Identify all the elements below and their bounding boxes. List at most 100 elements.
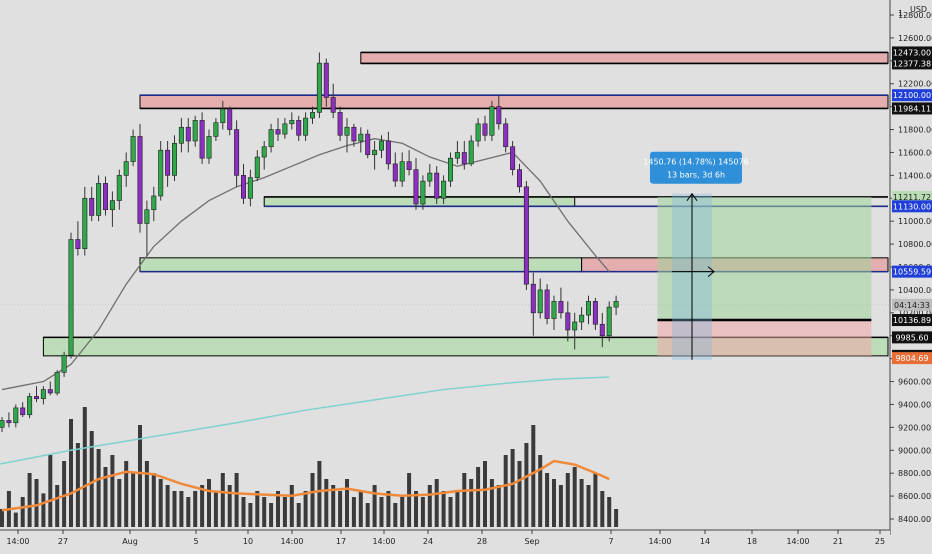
candle[interactable]	[413, 169, 419, 205]
candle[interactable]	[89, 197, 95, 216]
candle[interactable]	[158, 149, 164, 197]
candle[interactable]	[303, 117, 309, 136]
candle[interactable]	[296, 120, 302, 136]
candle[interactable]	[199, 120, 205, 159]
candle[interactable]	[206, 136, 212, 159]
candle[interactable]	[323, 62, 329, 98]
candle[interactable]	[523, 186, 529, 285]
candle[interactable]	[551, 301, 557, 319]
candle[interactable]	[351, 126, 357, 142]
candle[interactable]	[27, 396, 33, 416]
candle[interactable]	[399, 161, 405, 182]
candle[interactable]	[392, 163, 398, 182]
candle[interactable]	[358, 133, 364, 142]
candle[interactable]	[268, 129, 274, 148]
candle[interactable]	[54, 372, 60, 394]
candle[interactable]	[185, 126, 191, 142]
candle[interactable]	[475, 123, 481, 142]
candle[interactable]	[461, 152, 467, 165]
time-axis[interactable]: 14:00 27 Aug 5 10 14:00 17 14:00 24 28 Sep 7 14:00 14…	[0, 529, 890, 550]
candle[interactable]	[599, 323, 605, 337]
candle[interactable]	[365, 133, 371, 156]
measure-tool[interactable]: 1450.76 (14.78%) 145076 13 bars, 3d 6h	[643, 151, 749, 360]
candle[interactable]	[47, 389, 53, 394]
support-zone[interactable]	[139, 257, 583, 273]
candle[interactable]	[33, 396, 39, 400]
candle[interactable]	[289, 120, 295, 125]
candle[interactable]	[75, 239, 81, 249]
candle[interactable]	[0, 420, 5, 428]
candle[interactable]	[137, 136, 143, 224]
candle[interactable]	[572, 321, 578, 331]
candle[interactable]	[592, 301, 598, 325]
candle[interactable]	[261, 146, 267, 158]
candle[interactable]	[234, 129, 240, 176]
resistance-zone[interactable]	[360, 51, 889, 64]
candle[interactable]	[579, 314, 585, 323]
candle[interactable]	[178, 126, 184, 144]
candle[interactable]	[372, 149, 378, 156]
candle[interactable]	[241, 175, 247, 199]
candle[interactable]	[420, 180, 426, 205]
candle[interactable]	[6, 420, 12, 424]
candle[interactable]	[96, 183, 102, 216]
candle[interactable]	[40, 389, 46, 400]
candle[interactable]	[447, 157, 453, 182]
candle[interactable]	[337, 112, 343, 136]
candle[interactable]	[344, 126, 350, 136]
candle[interactable]	[192, 120, 198, 142]
candle[interactable]	[151, 195, 157, 211]
long-position-tool[interactable]	[657, 196, 872, 356]
candle[interactable]	[454, 152, 460, 159]
candle[interactable]	[585, 301, 591, 316]
candle[interactable]	[227, 108, 233, 130]
candle[interactable]	[103, 183, 109, 211]
candle[interactable]	[61, 354, 67, 373]
position-target-area[interactable]	[657, 196, 872, 321]
candles[interactable]	[0, 52, 619, 432]
candle[interactable]	[116, 175, 122, 201]
candle[interactable]	[13, 407, 19, 424]
candle[interactable]	[130, 136, 136, 162]
candle[interactable]	[427, 172, 433, 182]
position-stop-area[interactable]	[657, 320, 872, 356]
candle[interactable]	[613, 301, 619, 308]
candle[interactable]	[496, 106, 502, 125]
candle[interactable]	[441, 180, 447, 199]
candle[interactable]	[165, 149, 171, 176]
candle[interactable]	[109, 200, 115, 211]
candle[interactable]	[282, 123, 288, 135]
resistance-zone[interactable]	[139, 94, 889, 109]
candle[interactable]	[406, 161, 412, 170]
candle[interactable]	[468, 140, 474, 165]
candle[interactable]	[565, 312, 571, 331]
candle[interactable]	[558, 301, 564, 314]
candle[interactable]	[172, 142, 178, 176]
candle[interactable]	[530, 283, 536, 314]
candle[interactable]	[213, 122, 219, 137]
candle[interactable]	[247, 177, 253, 199]
candle[interactable]	[330, 97, 336, 113]
candle[interactable]	[537, 289, 543, 314]
candle[interactable]	[606, 306, 612, 337]
candle[interactable]	[220, 108, 226, 123]
candle[interactable]	[309, 112, 315, 119]
candle[interactable]	[503, 123, 509, 148]
candle[interactable]	[275, 129, 281, 135]
candle[interactable]	[544, 289, 550, 319]
candle[interactable]	[489, 106, 495, 136]
candle[interactable]	[316, 62, 322, 113]
candle[interactable]	[144, 209, 150, 224]
candle[interactable]	[68, 239, 74, 356]
candle[interactable]	[82, 197, 88, 249]
candle[interactable]	[378, 140, 384, 151]
candle[interactable]	[510, 146, 516, 170]
candle[interactable]	[123, 161, 129, 176]
candle[interactable]	[482, 123, 488, 136]
candle[interactable]	[516, 169, 522, 188]
candle[interactable]	[20, 407, 26, 416]
candle[interactable]	[385, 140, 391, 165]
candle[interactable]	[254, 156, 260, 178]
